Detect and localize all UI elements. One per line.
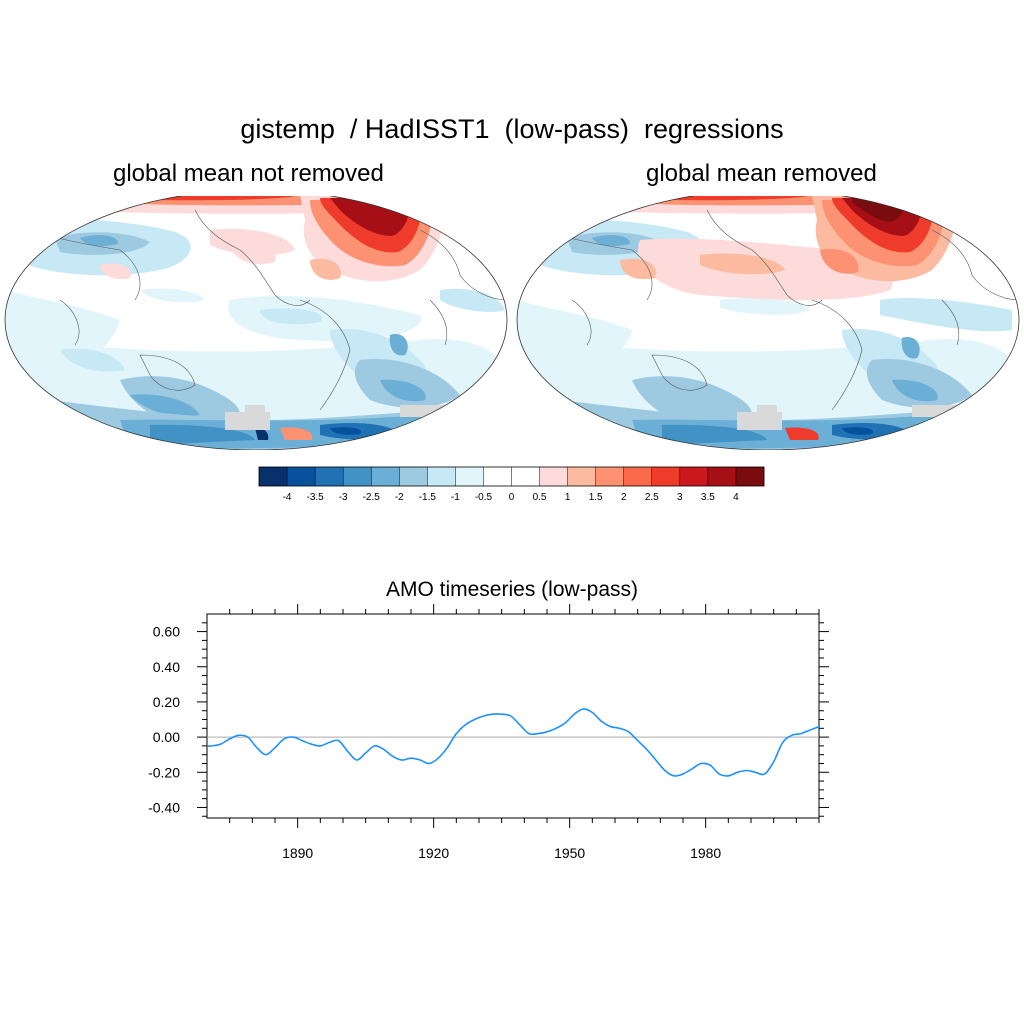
y-tick-label: 0.60: [153, 624, 180, 640]
colorbar-label: 1.5: [589, 492, 603, 503]
colorbar-label: -4: [283, 492, 292, 503]
map-right: [516, 196, 1020, 450]
map-left-title: global mean not removed: [113, 160, 384, 187]
colorbar-box: [483, 467, 512, 486]
colorbar-box: [371, 467, 400, 486]
colorbar-label: 4: [733, 492, 739, 503]
colorbar-box: [735, 467, 765, 486]
colorbar-box: [707, 467, 737, 486]
colorbar-label: -2.5: [363, 492, 381, 503]
colorbar-box: [567, 467, 596, 486]
amo-series-line: [206, 708, 820, 777]
x-tick-label: 1920: [418, 845, 449, 861]
colorbar-label: 0: [509, 492, 515, 503]
colorbar-label: 3.5: [701, 492, 715, 503]
map-left-border: [4, 196, 508, 450]
colorbar-box: [679, 467, 709, 486]
map-left: [4, 196, 508, 450]
x-tick-label: 1980: [690, 845, 721, 861]
colorbar-label: 1: [565, 492, 571, 503]
y-tick-label: 0.20: [153, 694, 180, 710]
y-tick-label: -0.20: [148, 764, 180, 780]
plot-frame: [206, 613, 820, 819]
axis-tick-labels: 1890 1920 1950 1980 0.60 0.40 0.20 0.00 -0.20 -0.…: [148, 624, 721, 861]
y-tick-label: -0.40: [148, 799, 180, 815]
chart-title: AMO timeseries (low-pass): [386, 578, 638, 601]
colorbar-box: [259, 467, 288, 486]
main-title: gistemp / HadISST1 (low-pass) regression…: [240, 114, 784, 144]
colorbar-label: 2.5: [645, 492, 659, 503]
colorbar-label: -1: [451, 492, 460, 503]
colorbar-label: 0.5: [533, 492, 547, 503]
colorbar-box: [623, 467, 653, 486]
colorbar-box: [287, 467, 316, 486]
colorbar-box: [511, 467, 540, 486]
colorbar-label: -1.5: [419, 492, 437, 503]
colorbar-box: [455, 467, 484, 486]
colorbar-label: -0.5: [475, 492, 493, 503]
colorbar-box: [595, 467, 625, 486]
colorbar-box: [539, 467, 568, 486]
map-left-continents: [29, 209, 507, 411]
y-tick-label: 0.40: [153, 659, 180, 675]
colorbar-label: 2: [621, 492, 627, 503]
y-tick-label: 0.00: [153, 729, 180, 745]
axis-ticks: [197, 604, 829, 828]
colorbar: -4 -3.5 -3 -2.5 -2 -1.5 -1 -0.5 0 0.5 1 1.5 2 2.5 3 3.5…: [258, 466, 765, 503]
map-right-border: [516, 196, 1020, 450]
x-tick-label: 1950: [554, 845, 585, 861]
colorbar-box: [343, 467, 372, 486]
colorbar-box: [315, 467, 344, 486]
map-right-title: global mean removed: [646, 160, 877, 187]
map-right-continents: [541, 209, 1019, 411]
colorbar-box: [399, 467, 428, 486]
colorbar-label: 3: [677, 492, 683, 503]
colorbar-label: -3.5: [306, 492, 324, 503]
amo-timeseries-chart: AMO timeseries (low-pass) 1890 1920 1950 19…: [148, 578, 829, 861]
colorbar-label: -3: [339, 492, 348, 503]
x-tick-label: 1890: [282, 845, 313, 861]
colorbar-label: -2: [395, 492, 404, 503]
colorbar-box: [651, 467, 681, 486]
colorbar-box: [427, 467, 456, 486]
